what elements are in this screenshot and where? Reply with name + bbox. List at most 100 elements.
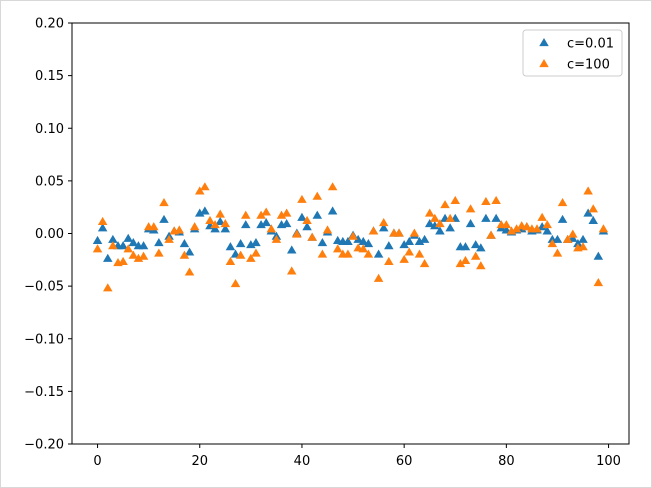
data-point (481, 196, 491, 206)
data-point (286, 245, 297, 254)
x-tick-label: 80 (498, 454, 515, 469)
legend-marker (539, 59, 549, 68)
data-point (246, 240, 256, 249)
data-point (537, 212, 547, 221)
legend-marker (539, 38, 549, 47)
data-point (588, 204, 598, 213)
data-point (159, 214, 169, 223)
data-point (542, 226, 552, 235)
data-point (220, 219, 231, 228)
data-point (419, 234, 430, 243)
data-point (552, 248, 563, 257)
y-tick-label: 0.00 (35, 227, 64, 242)
data-point (583, 208, 593, 217)
legend: c=0.01 c=100 (522, 29, 623, 77)
data-point (481, 213, 491, 222)
data-point (195, 186, 205, 195)
data-point (363, 249, 374, 258)
x-tick-label: 20 (191, 454, 208, 469)
data-point (368, 226, 379, 235)
data-point (256, 210, 266, 219)
data-point (465, 204, 476, 213)
data-point (281, 219, 292, 228)
x-tick-label: 60 (396, 454, 413, 469)
data-point (256, 220, 266, 229)
data-point (399, 254, 409, 263)
data-point (225, 256, 236, 266)
data-point (593, 277, 604, 287)
data-point (103, 253, 113, 262)
data-point (414, 249, 425, 258)
data-point (430, 221, 440, 230)
data-point (195, 208, 205, 217)
data-point (568, 229, 578, 238)
data-point (220, 224, 231, 233)
data-point (261, 217, 271, 227)
data-point (470, 240, 481, 249)
data-point (465, 219, 476, 228)
data-point (322, 225, 333, 234)
data-point (384, 241, 394, 250)
data-point (327, 182, 338, 191)
plot-area (72, 23, 629, 444)
data-point (215, 216, 225, 226)
data-point (455, 259, 466, 268)
data-point (302, 215, 312, 224)
data-point (343, 249, 353, 258)
y-tick-label: −0.10 (24, 332, 64, 347)
data-point (593, 251, 604, 260)
data-point (404, 236, 415, 246)
data-point (184, 247, 195, 256)
data-point (598, 224, 609, 233)
data-point (97, 223, 108, 232)
data-point (174, 225, 185, 234)
data-point (522, 222, 532, 231)
data-point (108, 234, 118, 243)
data-point (537, 222, 547, 231)
data-point (118, 256, 128, 266)
legend-box (522, 29, 623, 77)
data-point (476, 261, 486, 270)
data-point (562, 234, 573, 243)
data-point (384, 256, 394, 266)
data-point (573, 239, 583, 248)
data-point (133, 253, 144, 262)
data-point (486, 230, 496, 239)
data-point (97, 216, 108, 226)
data-point (343, 236, 353, 246)
data-point (552, 234, 563, 243)
data-point (547, 239, 558, 248)
data-point (261, 207, 271, 216)
data-point (424, 219, 435, 228)
data-point (557, 197, 568, 207)
data-point (394, 228, 404, 237)
y-axis-ticks: −0.20 −0.15 −0.10 −0.05 0.00 0.05 0.10 0.15 0.20 (24, 17, 72, 453)
data-point (200, 206, 210, 215)
data-point (128, 250, 139, 259)
data-point (373, 249, 384, 258)
data-point (154, 248, 164, 257)
y-tick-label: −0.15 (24, 385, 64, 400)
data-point (327, 206, 338, 215)
data-point (424, 208, 435, 217)
data-point (491, 213, 501, 222)
data-point (588, 215, 598, 224)
data-point (246, 253, 256, 262)
data-point (414, 236, 425, 246)
data-point (445, 223, 455, 232)
data-point (440, 200, 450, 209)
data-point (149, 222, 159, 231)
data-point (430, 213, 440, 222)
data-point (286, 266, 297, 275)
data-point (378, 217, 389, 227)
data-point (108, 241, 118, 250)
data-point (578, 234, 588, 243)
data-point (184, 267, 195, 276)
data-point (297, 194, 307, 203)
data-point (281, 208, 292, 217)
data-point (542, 220, 552, 229)
data-point (189, 222, 200, 231)
data-point (445, 213, 455, 222)
data-point (92, 244, 103, 253)
